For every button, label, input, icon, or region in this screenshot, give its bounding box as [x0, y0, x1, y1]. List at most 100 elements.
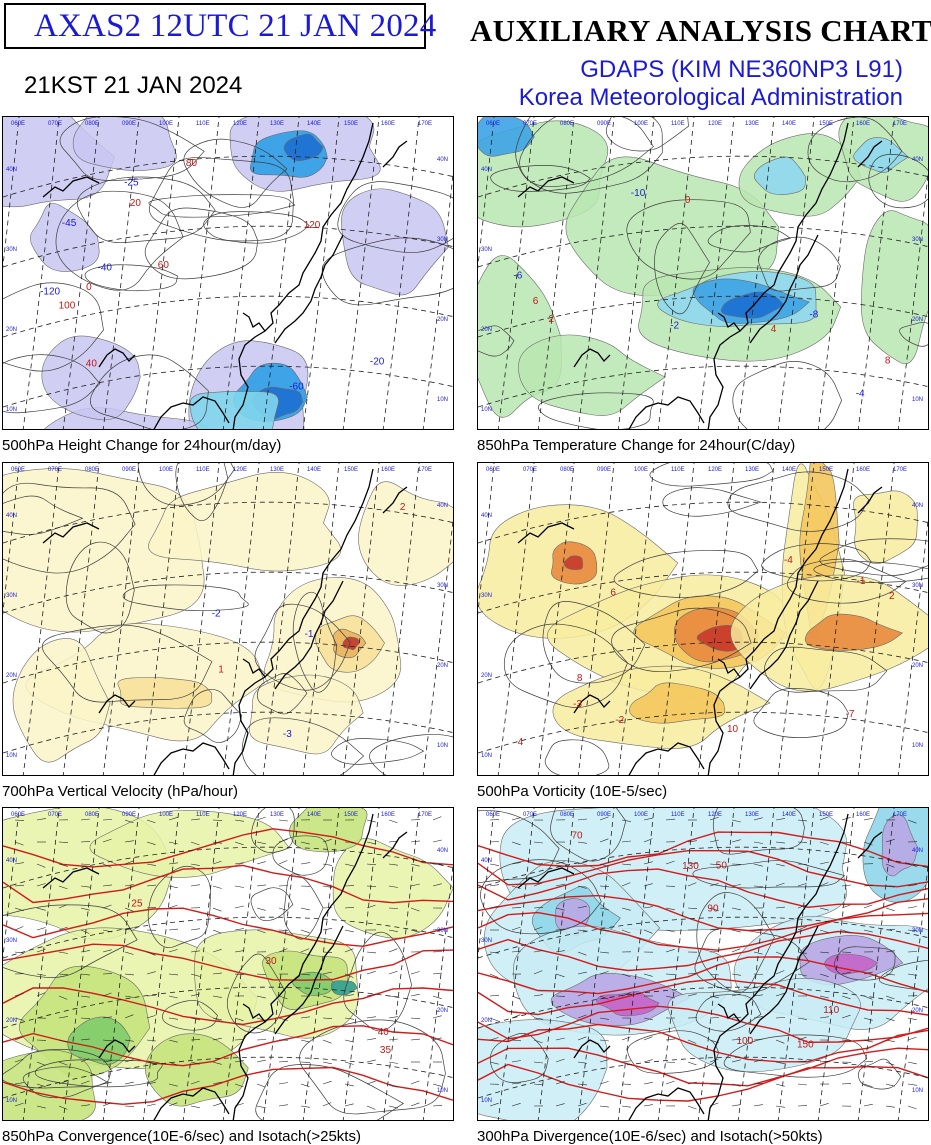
wind-barb	[577, 929, 587, 932]
wind-barb	[709, 951, 720, 953]
wind-barb	[511, 817, 521, 821]
wind-barb	[511, 841, 521, 846]
lat-label: 10N	[437, 397, 448, 403]
wind-barb	[731, 1039, 742, 1041]
wind-barb	[256, 907, 266, 911]
wind-barb	[819, 995, 829, 999]
lon-label: 160E	[856, 121, 870, 127]
wind-barb	[841, 1039, 852, 1041]
wind-barb	[14, 1017, 24, 1021]
wind-barb	[366, 971, 376, 975]
wind-barb	[731, 929, 741, 933]
wind-barb	[344, 994, 354, 997]
contour-line	[868, 154, 928, 209]
wind-barb	[80, 1058, 90, 1063]
wind-barb	[753, 885, 764, 887]
wind-barb	[885, 1105, 895, 1108]
wind-barb	[124, 1105, 135, 1107]
wind-barb	[322, 1080, 332, 1085]
wind-barb	[643, 973, 653, 977]
wind-barb	[410, 1080, 420, 1085]
wind-barb	[775, 970, 785, 975]
wind-barb	[366, 841, 376, 845]
contour-line	[550, 808, 627, 862]
contour-line	[732, 361, 842, 429]
parallel-line	[3, 986, 453, 1029]
lat-label: 30N	[481, 938, 492, 944]
wind-barb	[344, 1039, 354, 1043]
wind-barb	[775, 928, 785, 931]
wind-barb	[432, 928, 443, 931]
lon-label: 090E	[597, 121, 611, 127]
contour-line	[544, 739, 610, 775]
shaded-region	[341, 188, 449, 296]
wind-barb	[344, 948, 354, 953]
shaded-region	[358, 481, 453, 586]
parallel-line	[3, 641, 453, 684]
wind-barb	[599, 1105, 609, 1108]
shaded-region	[249, 674, 364, 755]
contour-line	[627, 1030, 720, 1074]
shaded-region	[853, 137, 909, 173]
contour-line	[65, 541, 135, 634]
lon-label: 140E	[782, 812, 796, 818]
contour-line	[59, 117, 205, 181]
wind-barb	[687, 993, 697, 997]
shaded-field	[478, 463, 928, 749]
wind-barb	[797, 1036, 807, 1041]
lon-label: 120E	[233, 467, 247, 473]
wind-barb	[907, 1105, 917, 1110]
lat-label: 40N	[481, 167, 492, 173]
wind-barb	[410, 1102, 420, 1107]
wind-barb	[388, 907, 399, 909]
wind-barbs	[14, 816, 443, 1110]
wind-barb	[300, 1083, 310, 1088]
wind-barb	[14, 993, 24, 997]
wind-barb	[489, 973, 499, 978]
wind-barb	[555, 1037, 565, 1041]
map-canvas: 060E 070E 080E 090E 100E 110E 120E 130E 140E 150E…	[3, 808, 453, 1120]
wind-barb	[577, 1036, 587, 1041]
wind-barb	[256, 1039, 267, 1041]
wind-barb	[709, 816, 719, 821]
wind-barb	[797, 883, 807, 887]
lon-label: 100E	[634, 467, 648, 473]
wind-barb	[58, 973, 69, 976]
lat-label: 30N	[6, 593, 17, 599]
lat-label: 20N	[481, 673, 492, 679]
wind-barb	[102, 1102, 112, 1107]
coastline	[517, 813, 883, 1120]
wind-barb	[366, 904, 376, 909]
wind-barb	[124, 907, 134, 912]
parallel-line	[3, 846, 453, 889]
wind-barb	[102, 949, 112, 953]
wind-barb	[190, 1061, 200, 1065]
isotach-line	[478, 911, 928, 951]
wind-barb	[907, 1036, 917, 1041]
panel-caption: 850hPa Convergence(10E-6/sec) and Isotac…	[2, 1128, 361, 1145]
wind-barb	[819, 861, 829, 865]
contour-line	[611, 607, 752, 672]
wind-barb	[146, 906, 157, 909]
wind-barb	[124, 884, 134, 887]
lat-label: 10N	[912, 397, 923, 403]
wind-barb	[344, 929, 354, 933]
parallel-line	[478, 571, 928, 614]
lat-label: 20N	[481, 327, 492, 333]
isotach-line	[478, 978, 928, 1016]
contour-lines	[3, 463, 453, 775]
wind-barb	[168, 904, 178, 909]
wind-barb	[775, 1083, 785, 1087]
contour-line	[764, 646, 888, 693]
contour-value-label: 50	[716, 861, 728, 872]
wind-barb	[278, 929, 289, 931]
isotach-lines	[3, 828, 453, 1106]
wind-barb	[599, 816, 609, 821]
wind-barb	[146, 841, 156, 845]
wind-barb	[212, 907, 222, 912]
wind-barb	[753, 951, 763, 955]
wind-barb	[511, 907, 522, 909]
wind-barb	[599, 951, 609, 954]
lat-label: 30N	[912, 928, 923, 934]
wind-barb	[621, 992, 631, 997]
